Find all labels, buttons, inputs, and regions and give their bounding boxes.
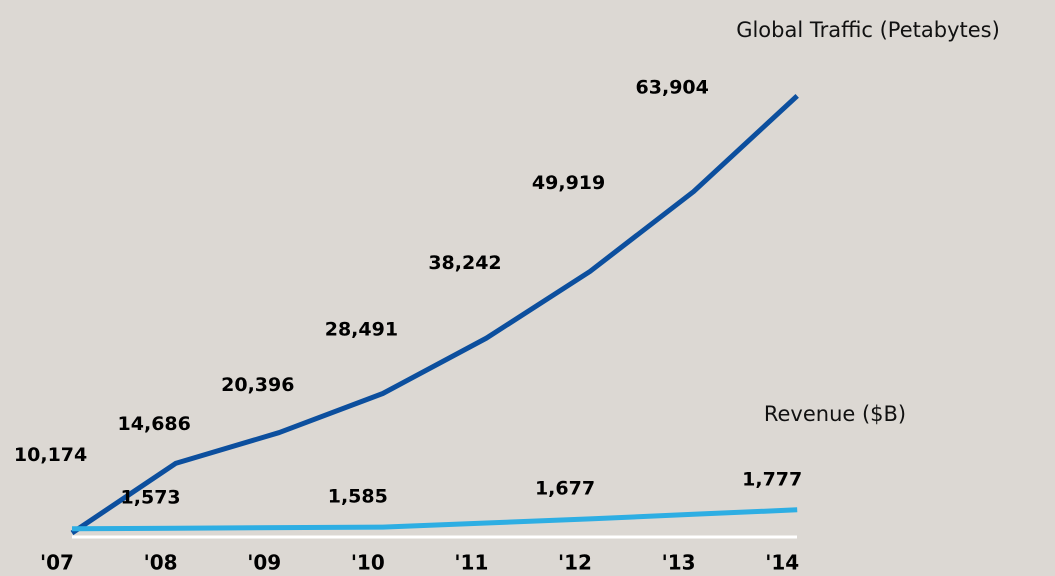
data-label: 38,242: [428, 252, 501, 274]
data-label: 1,573: [121, 487, 181, 509]
data-label: 1,677: [535, 477, 595, 499]
x-tick-label: '13: [662, 551, 696, 575]
series-name: Global Traffic (Petabytes): [736, 18, 1000, 42]
series-line: [70, 94, 799, 536]
data-label: 10,174: [14, 444, 87, 466]
data-label: 1,585: [328, 486, 388, 508]
data-label: 63,904: [636, 76, 709, 98]
data-label: 28,491: [325, 319, 398, 341]
x-tick-label: '08: [144, 551, 178, 575]
data-label: 1,777: [742, 468, 802, 490]
data-label: 49,919: [532, 172, 605, 194]
x-tick-label: '14: [765, 551, 799, 575]
x-tick-label: '10: [351, 551, 385, 575]
series-name: Revenue ($B): [764, 402, 906, 426]
x-tick-label: '09: [247, 551, 281, 575]
data-label: 20,396: [221, 374, 294, 396]
x-tick-label: '12: [558, 551, 592, 575]
series-line: [71, 507, 798, 532]
data-label: 14,686: [118, 413, 191, 435]
x-tick-label: '07: [40, 551, 74, 575]
x-tick-label: '11: [454, 551, 488, 575]
